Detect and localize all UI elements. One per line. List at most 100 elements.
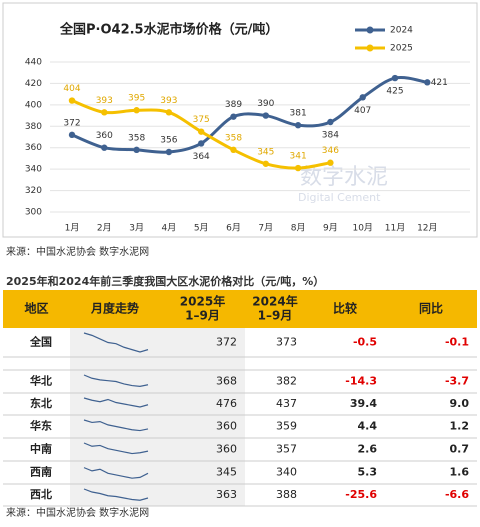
y-tick-label: 320 [25,186,42,196]
table-cell: -0.5 [353,336,377,349]
x-tick-label: 9月 [323,223,338,234]
data-label: 372 [63,118,80,128]
table-cell: 357 [276,443,297,456]
sparkline [83,467,149,479]
sparkline [83,332,149,353]
sparkline [83,374,149,387]
table-cell: 东北 [30,396,52,410]
data-label: 390 [257,99,274,109]
y-tick-label: 360 [25,143,42,153]
x-tick-label: 12月 [417,223,437,234]
data-label: 381 [290,109,307,119]
data-label: 384 [322,131,339,141]
data-label: 360 [96,131,113,141]
point [230,146,237,154]
point [294,164,302,172]
data-label: 346 [322,146,339,156]
table-cell: 9.0 [450,397,470,410]
y-tick-label: 340 [25,165,42,175]
x-tick-label: 6月 [226,223,241,234]
table-cell: -6.6 [445,488,469,501]
legend-label: 2024 [390,26,413,36]
table-cell: 中南 [30,442,52,456]
data-label: 375 [193,115,210,125]
x-tick-label: 7月 [258,223,273,234]
table-cell: 西南 [30,465,52,479]
table-cell: 360 [216,443,237,456]
source: 来源：中国水泥协会 数字水泥网 [6,506,149,519]
x-tick-label: 11月 [385,223,405,234]
point [165,148,173,156]
point [198,140,205,147]
point [262,160,269,167]
table-cell: 全国 [29,335,52,349]
chart-frame [2,2,478,238]
data-label: 356 [160,136,177,146]
table-cell: 5.3 [358,466,378,479]
data-label: 393 [160,96,177,106]
data-label: 358 [128,133,145,143]
table-cell: -14.3 [345,375,377,388]
sparkline [83,442,149,455]
x-tick-label: 5月 [194,223,209,234]
table-cell: 345 [216,466,237,479]
table-cell: 382 [276,375,297,388]
table-header: 1–9月 [185,309,220,323]
data-label: 358 [225,133,242,143]
table-cell: 2.6 [358,443,378,456]
sparkline [83,488,149,501]
table-header: 比较 [333,301,357,316]
table-header-bg [3,290,477,328]
point [327,159,334,166]
table-cell: 368 [216,375,237,388]
point [391,74,399,82]
data-label: 393 [96,96,113,106]
x-tick-label: 2月 [97,223,112,234]
legend-marker [366,26,374,34]
point [68,97,76,104]
data-label: 341 [290,152,307,162]
table-cell: 363 [216,488,237,501]
table-header: 1–9月 [258,309,293,323]
table-header: 2024年 [252,294,297,309]
point [165,109,173,116]
x-tick-label: 10月 [352,223,372,234]
data-label: 395 [128,94,145,104]
point [198,128,205,135]
table-cell: -0.1 [445,336,469,349]
table-cell: 西北 [30,487,52,501]
point [230,113,237,120]
data-label: 345 [257,147,274,157]
sparkline [83,419,149,432]
table-cell: 437 [276,397,297,410]
table-title: 2025年和2024年前三季度我国大区水泥价格对比（元/吨，%） [6,274,324,288]
table-cell: 360 [216,420,237,433]
x-tick-label: 4月 [162,223,177,234]
y-tick-label: 300 [25,208,42,218]
x-tick-label: 1月 [65,223,80,234]
point [424,79,431,86]
source: 来源：中国水泥协会 数字水泥网 [6,245,149,258]
table-cell: 华北 [30,374,52,388]
data-label: 407 [354,106,371,116]
point [133,107,140,114]
y-tick-label: 380 [25,122,42,132]
table-cell: 华东 [30,419,52,433]
data-label: 425 [386,87,403,97]
table-cell: 39.4 [350,397,377,410]
watermark: Digital Cement [298,191,381,204]
point [133,146,140,154]
point [101,109,108,116]
table-cell: 1.2 [450,420,470,433]
y-tick-label: 420 [25,79,42,89]
table-cell: 372 [216,336,237,349]
table-cell: 0.7 [450,443,470,456]
table-header: 同比 [419,301,443,316]
table-cell: 476 [216,397,237,410]
table-header: 2025年 [180,294,225,309]
column-bg [70,328,245,506]
table-cell: 373 [276,336,297,349]
y-tick-label: 400 [25,100,42,110]
point [262,112,269,119]
